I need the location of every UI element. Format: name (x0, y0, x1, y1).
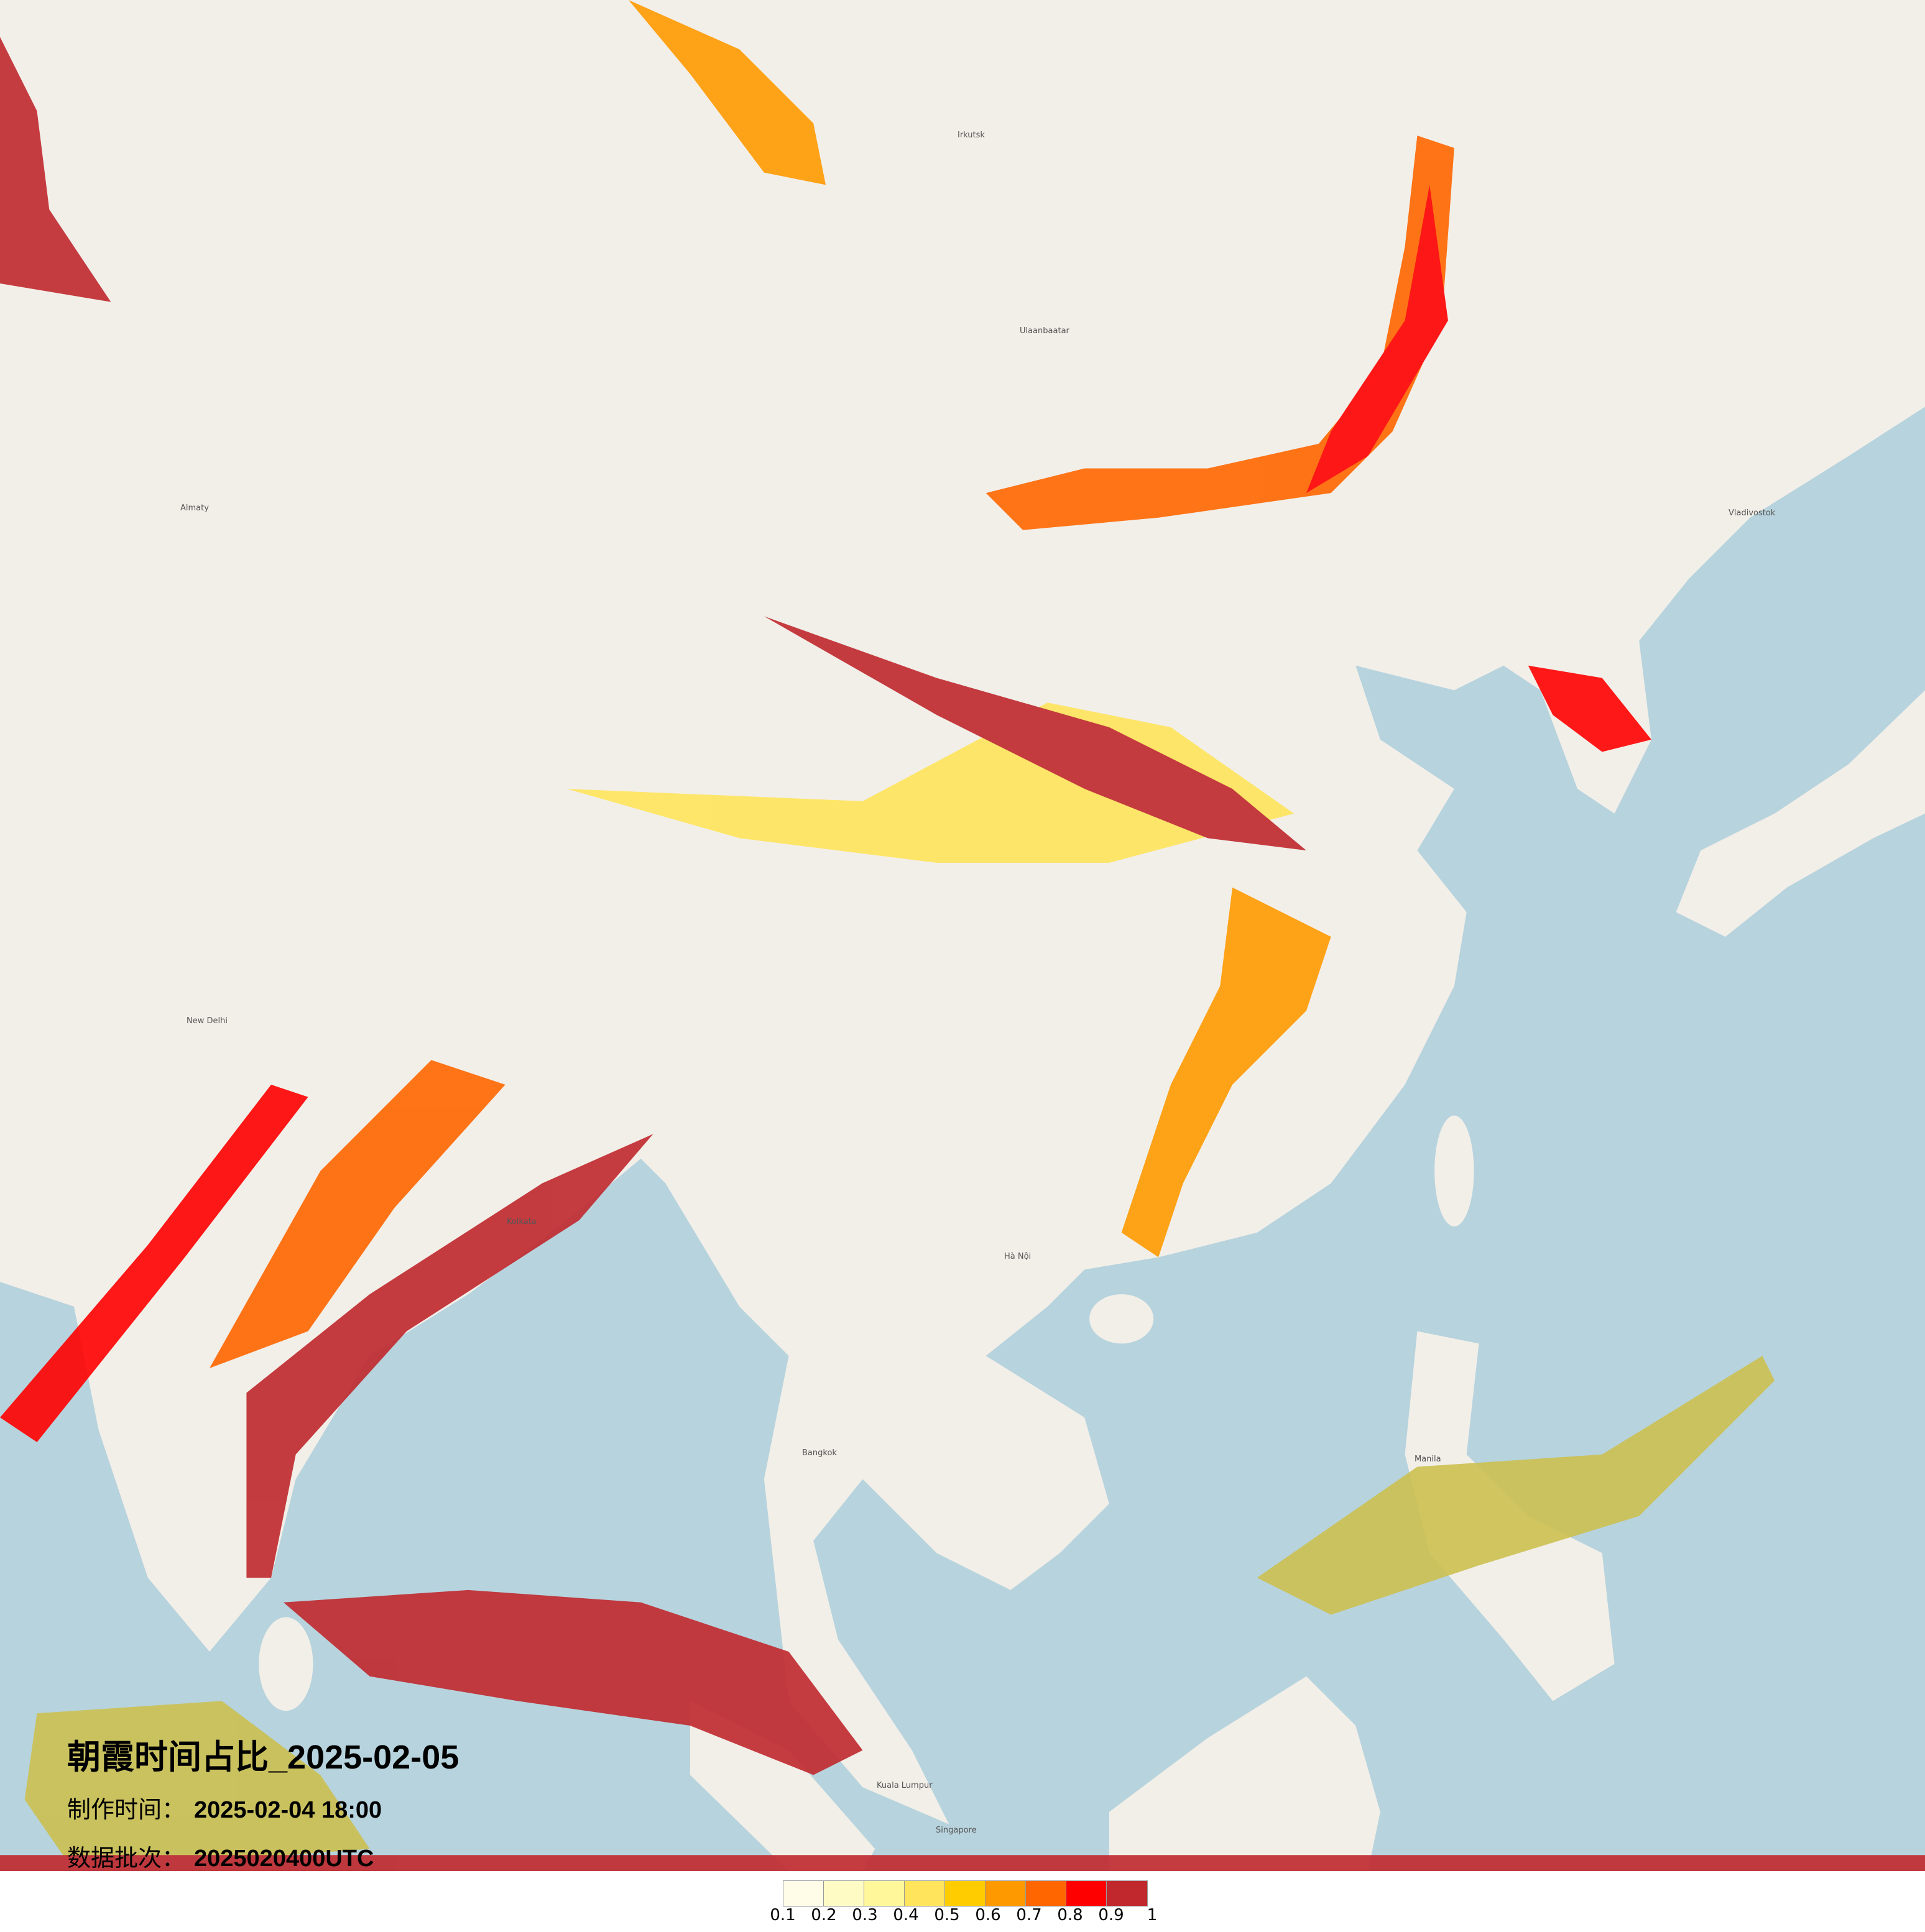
data-batch: 数据批次： 2025020400UTC (67, 1839, 374, 1873)
legend-swatch (945, 1881, 986, 1906)
legend-swatch (905, 1881, 945, 1906)
legend-swatch (824, 1881, 864, 1906)
legend-label: 0.4 (893, 1906, 919, 1925)
legend-label: 0.2 (811, 1906, 837, 1925)
overlay-philippines (1257, 1356, 1775, 1615)
legend-label: 0.6 (975, 1906, 1001, 1925)
taiwan (1434, 1115, 1474, 1226)
japan (1676, 690, 1925, 937)
map-canvas[interactable] (0, 0, 1925, 1871)
production-time: 制作时间： 2025-02-04 18:00 (67, 1790, 382, 1824)
sri-lanka (259, 1617, 313, 1711)
legend-swatch (1026, 1881, 1066, 1906)
place-label: Ulaanbaatar (1020, 326, 1069, 336)
legend-swatch (1107, 1881, 1147, 1906)
overlay-india-2 (209, 1060, 505, 1368)
place-label: Bangkok (802, 1448, 837, 1458)
place-label: Manila (1415, 1455, 1441, 1464)
hainan (1089, 1294, 1154, 1344)
map-svg (0, 0, 1925, 1871)
place-label: Kuala Lumpur (877, 1781, 933, 1790)
place-label: Singapore (936, 1826, 977, 1835)
legend-labels: 0.1 0.2 0.3 0.4 0.5 0.6 0.7 0.8 0.9 1 (766, 1906, 1176, 1931)
overlay-ne-china-core (1306, 185, 1448, 494)
overlay-indian-ocean-sw (24, 1701, 370, 1871)
place-label: Irkutsk (958, 131, 985, 140)
borneo (1109, 1676, 1380, 1871)
data-batch-value: 2025020400UTC (194, 1846, 374, 1872)
legend-swatch (986, 1881, 1026, 1906)
legend-label: 1 (1147, 1906, 1158, 1925)
legend-swatch (783, 1881, 824, 1906)
overlay-korea (1528, 665, 1651, 752)
map-title: 朝霞时间占比_2025-02-05 (67, 1739, 459, 1776)
overlay-siberia (628, 0, 826, 185)
place-label: New Delhi (187, 1016, 228, 1026)
legend-swatch (1066, 1881, 1107, 1906)
place-label: Almaty (180, 504, 209, 513)
legend-label: 0.9 (1098, 1906, 1124, 1925)
legend-label: 0.3 (852, 1906, 878, 1925)
overlay-china-streak-red (764, 616, 1306, 851)
legend-swatch (864, 1881, 905, 1906)
overlay-kazakhstan (0, 37, 111, 302)
overlay-india-1 (0, 1084, 308, 1442)
place-label: Hà Nội (1004, 1252, 1032, 1261)
overlay-south-china (1121, 887, 1331, 1258)
mainland-asia (0, 0, 1925, 1824)
legend-label: 0.1 (770, 1906, 796, 1925)
production-time-label: 制作时间： (67, 1797, 186, 1823)
place-label: Vladivostok (1729, 508, 1776, 518)
overlay-andaman (283, 1589, 863, 1775)
morning-glow-overlay (0, 0, 1925, 1871)
production-time-value: 2025-02-04 18:00 (194, 1797, 382, 1823)
data-batch-label: 数据批次： (67, 1846, 186, 1872)
overlay-india-3 (246, 1134, 653, 1578)
place-label: Kolkata (507, 1217, 537, 1226)
color-legend (783, 1880, 1148, 1907)
legend-label: 0.5 (934, 1906, 960, 1925)
land-layer (0, 0, 1925, 1871)
legend-label: 0.7 (1016, 1906, 1042, 1925)
overlay-bottom-strip (0, 1855, 1925, 1871)
legend-label: 0.8 (1057, 1906, 1083, 1925)
